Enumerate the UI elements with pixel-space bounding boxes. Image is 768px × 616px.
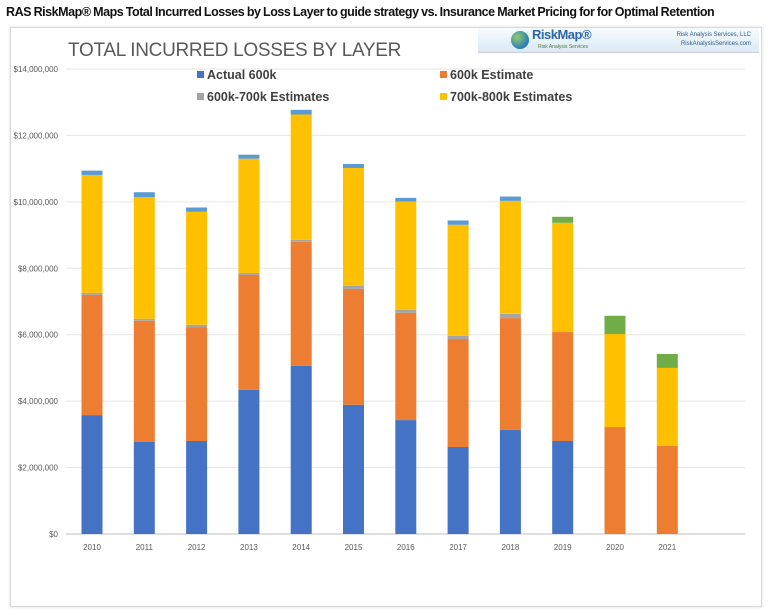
bar-segment xyxy=(186,207,208,212)
y-tick-label: $6,000,000 xyxy=(18,331,59,340)
globe-icon xyxy=(511,31,529,49)
bar-segment xyxy=(447,335,469,340)
bar-segment xyxy=(552,332,574,441)
bar-segment xyxy=(238,272,260,275)
x-tick-label: 2015 xyxy=(345,543,363,552)
bar-segment xyxy=(604,315,626,335)
bar-segment xyxy=(81,415,103,534)
legend-label: 700k-800k Estimates xyxy=(450,90,572,104)
legend-swatch xyxy=(440,71,447,78)
legend-label: 600k Estimate xyxy=(450,68,533,82)
bar-segment xyxy=(343,404,364,534)
x-tick-label: 2011 xyxy=(136,543,154,552)
logo-tagline: Risk Analysis Services xyxy=(538,44,589,50)
legend-swatch xyxy=(197,93,204,100)
legend-swatch xyxy=(440,93,447,100)
riskmap-logo: RiskMap® Risk Analysis Services Risk Ana… xyxy=(478,28,759,53)
x-tick-label: 2016 xyxy=(397,543,415,552)
bar-segment xyxy=(81,174,103,293)
bar-segment xyxy=(395,201,417,310)
y-tick-label: $12,000,000 xyxy=(14,131,59,140)
y-tick-label: $10,000,000 xyxy=(14,198,59,207)
bar-segment xyxy=(290,241,312,366)
bar-segment xyxy=(186,211,208,325)
legend-label: Actual 600k xyxy=(207,68,277,82)
x-tick-label: 2017 xyxy=(449,543,467,552)
chart-title: TOTAL INCURRED LOSSES BY LAYER xyxy=(68,40,402,61)
x-tick-label: 2010 xyxy=(83,543,101,552)
bar-segment xyxy=(186,327,208,441)
bar-segment xyxy=(447,224,469,336)
bar-segment xyxy=(186,441,208,534)
bar-segment xyxy=(395,197,417,202)
bar-segment xyxy=(499,318,521,431)
y-tick-label: $14,000,000 xyxy=(14,65,59,74)
bar-segment xyxy=(604,427,626,534)
legend-label: 600k-700k Estimates xyxy=(207,90,329,104)
bar-segment xyxy=(656,367,678,446)
logo-website: RiskAnalysisServices.com xyxy=(680,41,751,47)
x-tick-label: 2018 xyxy=(502,543,520,552)
bar-segment xyxy=(499,430,521,534)
x-tick-label: 2021 xyxy=(658,543,676,552)
chart-frame xyxy=(10,27,762,607)
x-tick-label: 2020 xyxy=(606,543,624,552)
bar-segment xyxy=(290,239,312,242)
logo-brand: RiskMap® xyxy=(532,27,592,42)
bar-segment xyxy=(656,445,678,534)
y-tick-label: $8,000,000 xyxy=(18,264,59,273)
bar-segment xyxy=(290,365,312,534)
bar-segment xyxy=(552,216,574,223)
x-tick-label: 2012 xyxy=(188,543,206,552)
bar-segment xyxy=(656,353,678,368)
bar-segment xyxy=(447,339,469,447)
bar-segment xyxy=(343,167,364,286)
bar-segment xyxy=(186,324,208,328)
bar-segment xyxy=(395,309,417,313)
bar-segment xyxy=(238,154,260,159)
bar-segment xyxy=(552,441,574,534)
bar-segment xyxy=(238,158,260,273)
bar-segment xyxy=(133,318,155,321)
bar-segment xyxy=(499,200,521,314)
bar-segment xyxy=(499,313,521,319)
bar-segment xyxy=(552,222,574,333)
bar-segment xyxy=(81,294,103,416)
bar-segment xyxy=(81,292,103,295)
x-tick-label: 2013 xyxy=(240,543,258,552)
bar-segment xyxy=(343,163,364,168)
legend-swatch xyxy=(197,71,204,78)
bar-segment xyxy=(447,220,469,225)
bar-segment xyxy=(133,192,155,198)
bar-segment xyxy=(133,441,155,534)
bar-segment xyxy=(238,274,260,390)
bar-segment xyxy=(238,389,260,534)
bar-segment xyxy=(290,114,312,240)
bar-segment xyxy=(343,288,364,405)
y-tick-label: $2,000,000 xyxy=(18,464,59,473)
bar-segment xyxy=(81,170,103,175)
headline: RAS RiskMap® Maps Total Incurred Losses … xyxy=(6,5,715,19)
bar-segment xyxy=(343,285,364,289)
bar-segment xyxy=(133,320,155,442)
bar-segment xyxy=(395,420,417,534)
bar-segment xyxy=(290,109,312,115)
bar-segment xyxy=(499,196,521,201)
logo-company: Risk Analysis Services, LLC RiskAnalysisS… xyxy=(677,31,751,49)
bar-segment xyxy=(604,334,626,428)
y-tick-label: $0 xyxy=(49,530,58,539)
x-tick-label: 2014 xyxy=(292,543,310,552)
bar-segment xyxy=(395,312,417,421)
x-tick-label: 2019 xyxy=(554,543,572,552)
bar-segment xyxy=(133,197,155,319)
logo-company-name: Risk Analysis Services, LLC xyxy=(676,32,751,38)
bar-segment xyxy=(447,446,469,534)
y-tick-label: $4,000,000 xyxy=(18,397,59,406)
